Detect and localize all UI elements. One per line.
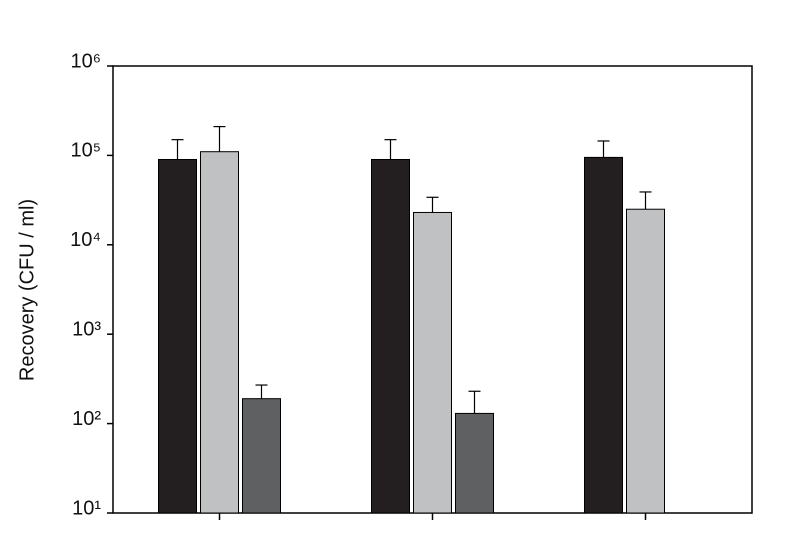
y-tick-label: 10⁵ [70,140,101,162]
bar [242,398,281,514]
y-tick-label: 10⁴ [70,229,101,251]
y-tick-label: 10⁶ [71,50,101,72]
y-tick-label: 10² [72,408,101,430]
y-axis-label: Recovery (CFU / ml) [16,199,38,381]
y-tick-label: 10¹ [72,497,101,519]
bar [584,156,623,514]
bar [158,158,197,514]
y-tick-label: 10³ [72,318,101,340]
bar [200,151,239,514]
bar [626,208,665,514]
bar [455,412,494,514]
bar [371,158,410,514]
bar [413,211,452,514]
